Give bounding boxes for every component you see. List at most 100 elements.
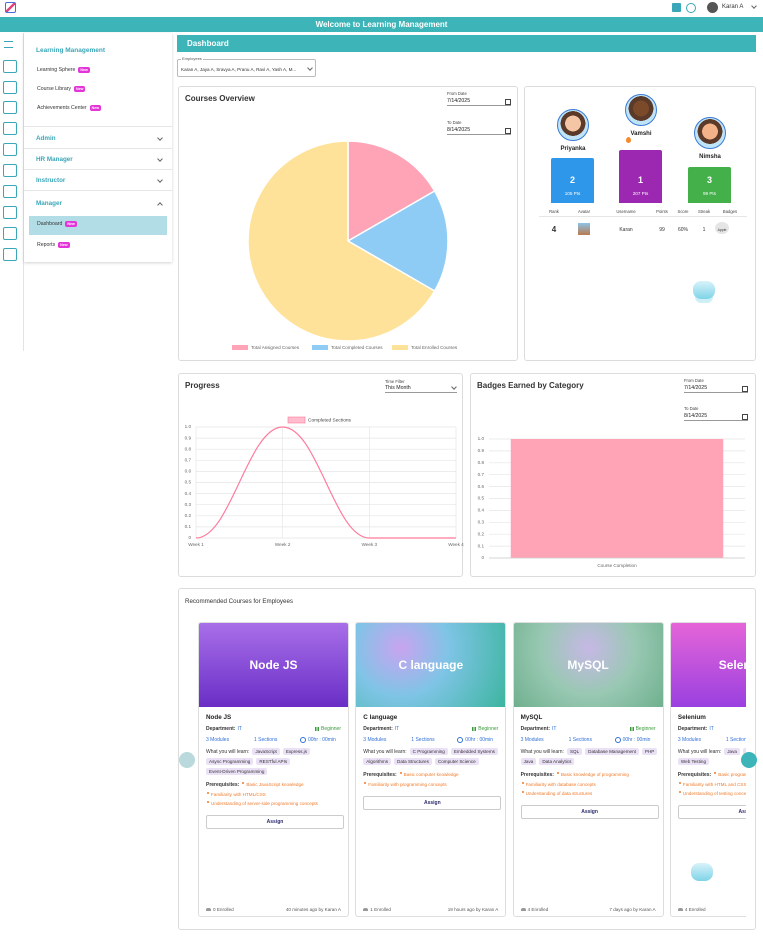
course-banner: Selenium <box>670 623 746 707</box>
carousel-prev[interactable] <box>179 752 195 768</box>
department-row: Department: IT Beginner <box>521 726 656 732</box>
calendar-icon[interactable] <box>505 99 511 105</box>
assign-button[interactable]: Assign <box>206 815 344 829</box>
nav-icon[interactable] <box>3 60 17 73</box>
assign-button[interactable]: Assign <box>363 796 502 810</box>
modules: 3 Modules <box>206 737 230 743</box>
assign-button[interactable]: Assign <box>677 805 746 819</box>
sidebar-section[interactable]: Admin <box>36 135 56 142</box>
course-name: Node JS <box>206 714 232 721</box>
nav-icon[interactable] <box>3 227 17 240</box>
nav-icon[interactable] <box>3 164 17 177</box>
topic-chip: Async Programming <box>206 758 254 765</box>
topic-chip: Event-Driven Programming <box>206 768 268 775</box>
item-label: Learning Sphere <box>37 67 76 73</box>
courses-overview-card: Courses Overview From Date 7/14/2025 To … <box>178 86 518 361</box>
topic-chip: Computer Science <box>434 758 479 765</box>
section-chevron[interactable] <box>157 177 163 183</box>
banner-title: Selenium <box>718 658 746 672</box>
learn-label: What you will learn: <box>677 748 722 755</box>
section-chevron[interactable] <box>157 135 163 141</box>
card-footer: 0 Enrolled 40 minutes ago by Karan A <box>206 907 341 912</box>
prereq-item: Understanding of server-side programming… <box>206 799 348 808</box>
calendar-icon[interactable] <box>742 414 748 420</box>
item-label: Dashboard <box>37 221 63 227</box>
section-chevron[interactable] <box>157 202 163 208</box>
user-avatar[interactable] <box>707 2 718 13</box>
help-icon[interactable] <box>686 3 696 13</box>
assign-button[interactable]: Assign <box>520 805 659 819</box>
carousel-next[interactable] <box>741 752 757 768</box>
nav-icon[interactable] <box>3 143 17 156</box>
nav-icon[interactable] <box>3 248 17 261</box>
prereq-label: Prerequisites: <box>520 772 554 778</box>
menu-icon[interactable] <box>4 41 13 48</box>
updated: 7 days ago by Karan A <box>609 907 656 912</box>
banner-title: C language <box>398 658 464 672</box>
sidebar: Learning Management Learning Sphere New Cou… <box>24 33 172 262</box>
date-input[interactable]: 7/14/2025 <box>447 98 511 106</box>
topic-chip: RESTful APIs <box>256 758 291 765</box>
prereq-label: Prerequisites: <box>363 772 397 778</box>
enrolled-count: 4 Enrolled <box>527 907 549 912</box>
user-menu-caret[interactable] <box>751 3 757 9</box>
nav-icon[interactable] <box>3 206 17 219</box>
topic-chip: Java <box>724 748 740 755</box>
updated: 19 hours ago by Karan A <box>447 907 499 912</box>
calendar-icon[interactable] <box>742 386 748 392</box>
modules: 3 Modules <box>363 737 387 743</box>
date-input[interactable]: 8/14/2025 <box>447 127 511 135</box>
prereq-item: Understanding of testing concepts <box>678 789 746 798</box>
assistant-bot[interactable] <box>690 863 713 881</box>
date-input[interactable]: 8/14/2025 <box>684 413 748 421</box>
podium-bar: 3 99 Pts <box>688 167 731 203</box>
section-chevron[interactable] <box>157 156 163 162</box>
course-banner: C language <box>356 623 506 707</box>
calendar-icon[interactable] <box>505 128 511 134</box>
table-header: Username <box>616 209 636 214</box>
prereq-block: Prerequisites:Basic programming knowledg… <box>678 770 746 798</box>
date-value: 8/14/2025 <box>684 413 708 419</box>
department: Department: IT <box>206 726 242 732</box>
logo[interactable] <box>5 2 16 13</box>
course-banner: Node JS <box>199 623 348 707</box>
course-card: C language C language Department: IT Beginne… <box>355 622 507 917</box>
nav-icon[interactable] <box>3 81 17 94</box>
sidebar-section[interactable]: Manager <box>36 200 62 207</box>
table-header: Score <box>677 209 689 214</box>
nav-icon[interactable] <box>3 101 17 114</box>
podium-rank: 1 <box>637 175 643 185</box>
icon-rail <box>0 33 24 351</box>
item-label: Achievements Center <box>37 105 87 111</box>
department: Department: IT <box>678 726 714 732</box>
nav-icon[interactable] <box>3 122 17 135</box>
sidebar-item[interactable]: Learning Sphere New <box>37 67 90 73</box>
time-filter[interactable]: This Month <box>385 384 457 393</box>
sidebar-item[interactable]: Course Library New <box>37 86 86 92</box>
nav-icon[interactable] <box>3 185 17 198</box>
select-label: Employees <box>181 56 203 61</box>
people-icon <box>520 908 526 911</box>
date-input[interactable]: 7/14/2025 <box>684 385 748 393</box>
avatar-cell <box>578 223 590 235</box>
podium-avatar <box>694 117 726 149</box>
department-label: Department: <box>363 726 393 732</box>
sidebar-item[interactable]: Dashboard New <box>37 221 77 227</box>
duration: 00hr : 00min <box>308 737 336 743</box>
banner-title: Node JS <box>249 658 298 672</box>
sidebar-item[interactable]: Achievements Center New <box>37 105 101 111</box>
prereq-item: Familiarity with HTML and CSS <box>678 780 746 789</box>
topic-chip: Algorithms <box>363 758 391 765</box>
employee-select[interactable]: Employees Karan A, Jaya A, Sravya A, Pra… <box>177 56 316 77</box>
table-header: Avatar <box>577 209 591 214</box>
assistant-bot[interactable] <box>693 281 715 299</box>
sidebar-section[interactable]: Instructor <box>36 177 66 184</box>
user-name[interactable]: Karan A <box>722 4 744 10</box>
active-highlight <box>29 216 167 235</box>
sidebar-section[interactable]: HR Manager <box>36 156 73 163</box>
department-row: Department: IT Beginner <box>206 726 341 732</box>
podium-rank: 2 <box>569 175 575 185</box>
sidebar-item[interactable]: Reports New <box>37 242 70 248</box>
apps-icon[interactable] <box>672 3 681 12</box>
username-cell: Karan <box>619 227 633 233</box>
